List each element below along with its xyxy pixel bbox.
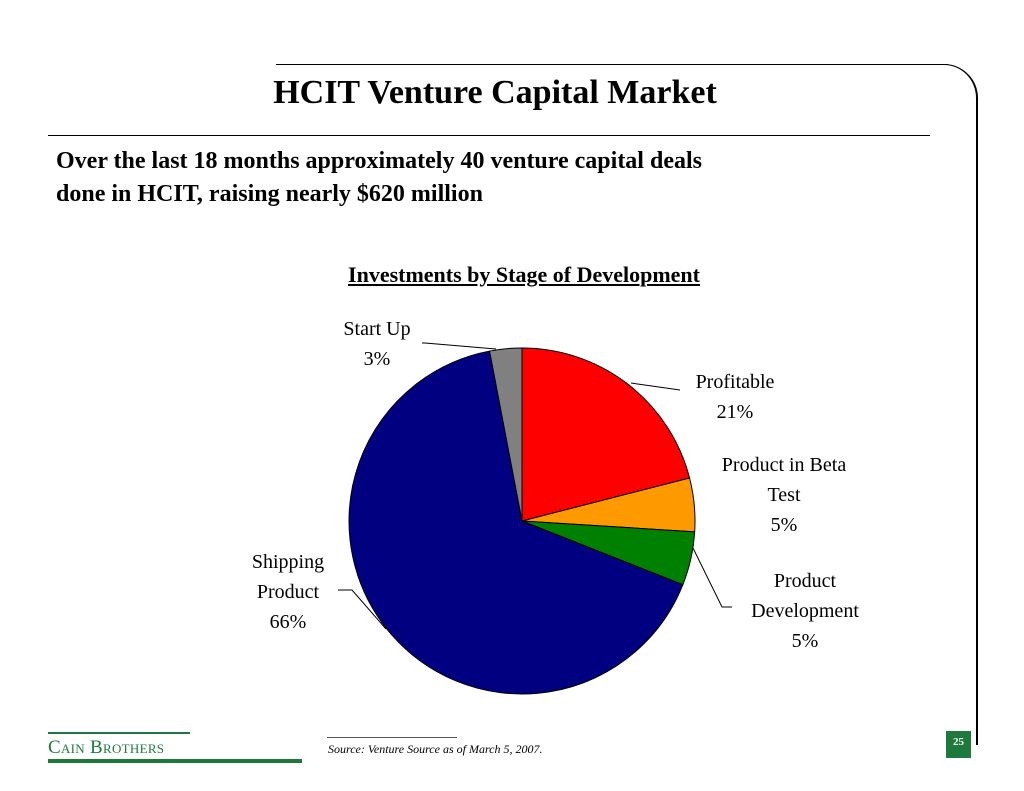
leader-line-3 xyxy=(338,589,387,630)
chart-title: Investments by Stage of Development xyxy=(348,262,700,287)
slice-label-line: 5% xyxy=(792,630,819,652)
slice-label-3: Shipping Product 66% xyxy=(252,551,324,633)
slice-label-4: Start Up 3% xyxy=(343,318,410,370)
logo-bottom-rule xyxy=(48,759,302,763)
slice-label-line: Start Up xyxy=(343,318,410,340)
headline-line-2: done in HCIT, raising nearly $620 millio… xyxy=(56,181,483,207)
page-title: HCIT Venture Capital Market xyxy=(273,74,717,111)
logo-top-rule xyxy=(48,732,190,734)
slice-label-line: Shipping xyxy=(252,551,324,573)
slice-label-line: Profitable xyxy=(696,371,775,393)
slice-label-1: Product in Beta Test 5% xyxy=(722,454,847,536)
slice-label-line: Product xyxy=(774,570,837,592)
pie-slice-3 xyxy=(348,350,684,695)
pie-slice-4 xyxy=(488,347,523,522)
leader-line-2 xyxy=(692,547,732,608)
source-note: Source: Venture Source as of March 5, 20… xyxy=(328,742,543,756)
slice-label-0: Profitable 21% xyxy=(696,371,775,423)
slice-label-line: 3% xyxy=(364,348,391,370)
source-rule xyxy=(327,737,457,738)
leader-line-0 xyxy=(630,382,681,391)
slice-label-line: Test xyxy=(767,484,800,506)
page-number-badge: 25 xyxy=(946,731,971,758)
title-divider xyxy=(48,135,930,136)
slice-label-line: Product in Beta xyxy=(722,454,847,476)
slice-label-line: Development xyxy=(751,600,859,622)
slice-label-line: 5% xyxy=(771,514,798,536)
slice-label-line: 66% xyxy=(270,611,307,633)
headline: Over the last 18 months approximately 40… xyxy=(56,145,916,211)
leader-line-4 xyxy=(422,342,497,350)
slice-label-2: Product Development 5% xyxy=(751,570,859,652)
brand-logo: Cain Brothers xyxy=(48,737,165,758)
frame-top-rule xyxy=(276,64,948,65)
headline-line-1: Over the last 18 months approximately 40… xyxy=(56,148,702,174)
slice-label-line: 21% xyxy=(717,401,754,423)
slice-label-line: Product xyxy=(257,581,320,603)
pie-slice-0 xyxy=(521,347,691,522)
